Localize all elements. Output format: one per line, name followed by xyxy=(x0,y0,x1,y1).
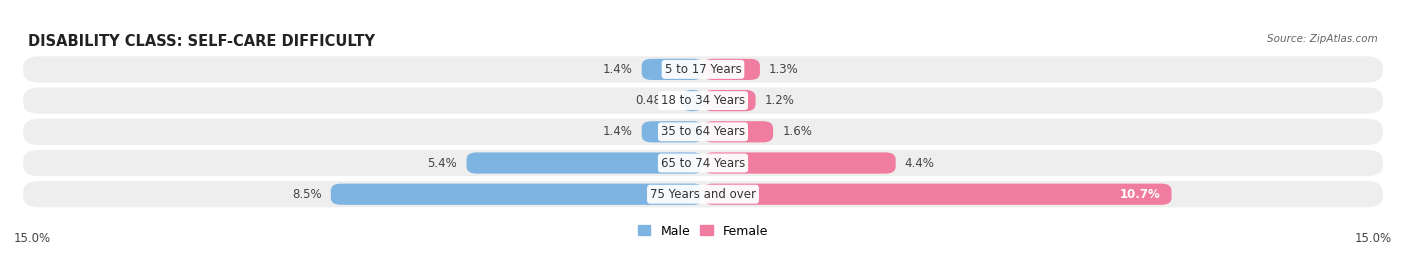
Text: DISABILITY CLASS: SELF-CARE DIFFICULTY: DISABILITY CLASS: SELF-CARE DIFFICULTY xyxy=(28,34,375,48)
Text: 10.7%: 10.7% xyxy=(1119,188,1160,201)
FancyBboxPatch shape xyxy=(703,121,773,142)
FancyBboxPatch shape xyxy=(24,181,1382,207)
Text: 1.4%: 1.4% xyxy=(603,125,633,138)
Legend: Male, Female: Male, Female xyxy=(633,220,773,243)
Text: 5.4%: 5.4% xyxy=(427,157,457,169)
Text: Source: ZipAtlas.com: Source: ZipAtlas.com xyxy=(1267,34,1378,44)
Text: 18 to 34 Years: 18 to 34 Years xyxy=(661,94,745,107)
FancyBboxPatch shape xyxy=(467,153,703,174)
Text: 15.0%: 15.0% xyxy=(1355,232,1392,245)
FancyBboxPatch shape xyxy=(703,90,755,111)
Text: 1.4%: 1.4% xyxy=(603,63,633,76)
Text: 5 to 17 Years: 5 to 17 Years xyxy=(665,63,741,76)
FancyBboxPatch shape xyxy=(703,59,759,80)
FancyBboxPatch shape xyxy=(703,184,1171,205)
FancyBboxPatch shape xyxy=(24,119,1382,145)
Text: 8.5%: 8.5% xyxy=(292,188,322,201)
FancyBboxPatch shape xyxy=(641,121,703,142)
Text: 1.3%: 1.3% xyxy=(769,63,799,76)
FancyBboxPatch shape xyxy=(24,56,1382,83)
FancyBboxPatch shape xyxy=(24,87,1382,114)
FancyBboxPatch shape xyxy=(682,90,703,111)
FancyBboxPatch shape xyxy=(24,150,1382,176)
Text: 65 to 74 Years: 65 to 74 Years xyxy=(661,157,745,169)
FancyBboxPatch shape xyxy=(703,153,896,174)
FancyBboxPatch shape xyxy=(641,59,703,80)
Text: 1.6%: 1.6% xyxy=(782,125,813,138)
Text: 75 Years and over: 75 Years and over xyxy=(650,188,756,201)
Text: 1.2%: 1.2% xyxy=(765,94,794,107)
Text: 0.48%: 0.48% xyxy=(636,94,673,107)
Text: 4.4%: 4.4% xyxy=(905,157,935,169)
Text: 35 to 64 Years: 35 to 64 Years xyxy=(661,125,745,138)
FancyBboxPatch shape xyxy=(330,184,703,205)
Text: 15.0%: 15.0% xyxy=(14,232,51,245)
